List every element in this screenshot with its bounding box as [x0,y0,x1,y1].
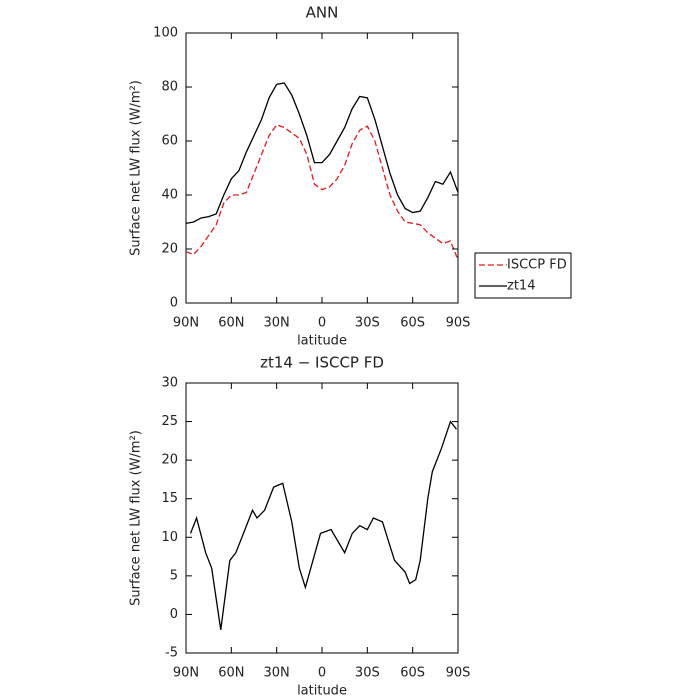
y-tick-label: 60 [161,134,178,149]
y-tick-label: 20 [161,242,178,257]
x-tick-label: 30N [264,316,290,331]
x-tick-label: 30N [264,666,290,681]
y-tick-label: 0 [170,296,178,311]
x-tick-label: 0 [318,316,326,331]
y-tick-label: 30 [161,376,178,391]
chart-title: ANN [306,4,339,22]
y-tick-label: 100 [153,26,178,41]
y-tick-label: 20 [161,453,178,468]
x-tick-label: 90N [173,316,199,331]
x-tick-label: 0 [318,666,326,681]
y-tick-label: -5 [165,646,178,661]
x-tick-label: 30S [355,316,380,331]
legend: ISCCP FD zt14 [474,252,572,299]
y-tick-label: 40 [161,188,178,203]
y-tick-label: 80 [161,80,178,95]
y-axis-label: Surface net LW flux (W/m²) [129,430,144,606]
x-axis-label: latitude [297,684,347,699]
data-line [189,420,458,630]
y-tick-label: 25 [161,414,178,429]
legend-box [474,252,572,299]
y-tick-label: 5 [170,568,178,583]
y-tick-label: 15 [161,491,178,506]
x-tick-label: 60S [400,316,425,331]
x-tick-label: 90S [446,316,471,331]
plot-frame [185,32,459,304]
chart-title: zt14 − ISCCP FD [260,354,384,372]
x-tick-label: 60N [218,666,244,681]
legend-label: ISCCP FD [507,258,567,273]
x-axis-label: latitude [297,334,347,349]
y-tick-label: 10 [161,530,178,545]
x-tick-label: 90S [446,666,471,681]
x-tick-label: 60N [218,316,244,331]
plot-frame [185,382,459,654]
data-line [185,124,459,261]
y-axis-label: Surface net LW flux (W/m²) [129,80,144,256]
legend-label: zt14 [507,279,535,294]
x-tick-label: 90N [173,666,199,681]
x-tick-label: 60S [400,666,425,681]
y-tick-label: 0 [170,607,178,622]
data-line [185,82,459,224]
x-tick-label: 30S [355,666,380,681]
